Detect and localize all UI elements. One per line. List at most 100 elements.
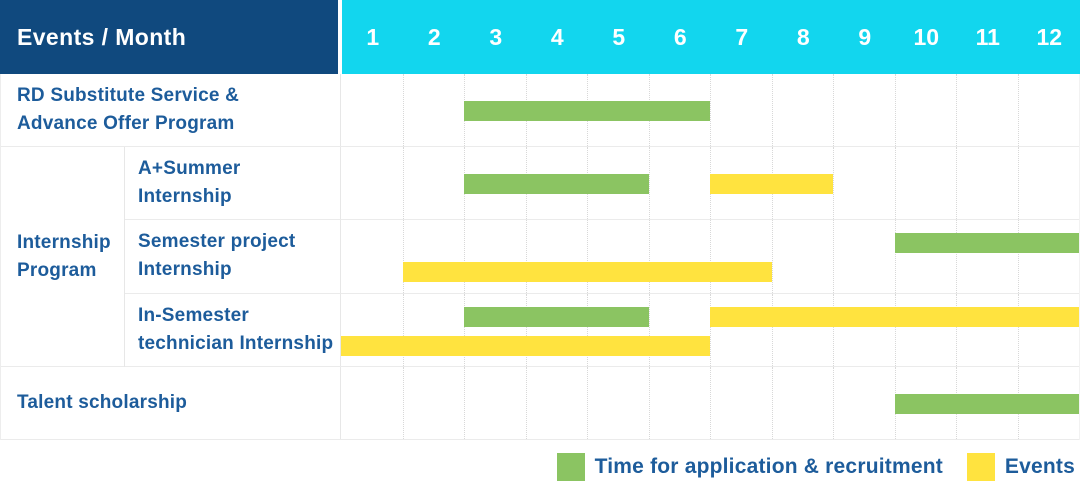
- month-gridline: [956, 147, 957, 220]
- row-label-line: Internship: [138, 186, 232, 208]
- table-row-rd-substitute: RD Substitute Service & Advance Offer Pr…: [1, 74, 1079, 148]
- row-label-line: RD Substitute Service &: [17, 85, 240, 107]
- row-label-line: A+Summer: [138, 158, 241, 180]
- month-label: 11: [975, 23, 1000, 50]
- month-label: 6: [673, 23, 687, 50]
- month-gridline: [648, 293, 650, 366]
- month-gridline: [771, 220, 773, 293]
- month-gridline: [894, 74, 896, 147]
- row-label-cell: In-Semester technician Internship: [125, 293, 341, 366]
- month-gridline: [833, 220, 834, 293]
- application-recruitment-bar: [894, 233, 1079, 254]
- legend: Time for application & recruitment Event…: [0, 440, 1080, 494]
- yellow-swatch-icon: [966, 452, 995, 481]
- row-label-cell: RD Substitute Service & Advance Offer Pr…: [1, 74, 341, 147]
- month-header-row: 1 2 3 4 5 6 7 8 9 10 11 12: [342, 0, 1080, 74]
- month-gridline: [1017, 293, 1019, 366]
- table-row-talent-scholarship: Talent scholarship: [1, 366, 1079, 440]
- row-chart-semester-project: [341, 220, 1079, 294]
- group-label-cell: Internship Program: [1, 147, 125, 367]
- event-bar: [341, 335, 710, 356]
- legend-item-events: Events: [966, 452, 1075, 481]
- month-gridline: [894, 220, 896, 293]
- row-label-line: Internship: [138, 259, 232, 281]
- month-label: 5: [612, 23, 626, 50]
- legend-label: Time for application & recruitment: [594, 454, 943, 478]
- month-gridline: [894, 147, 896, 220]
- month-label: 10: [913, 23, 940, 50]
- month-gridline: [525, 366, 527, 439]
- internship-program-group-block: Internship Program A+Summer Internship S…: [1, 147, 1079, 367]
- month-label: 12: [1036, 23, 1063, 50]
- application-recruitment-bar: [464, 306, 649, 327]
- month-gridline: [464, 366, 465, 439]
- row-chart-talent-scholarship: [341, 366, 1079, 439]
- month-gridline: [710, 293, 711, 366]
- month-gridline: [525, 293, 527, 366]
- month-gridline: [833, 74, 834, 147]
- month-label: 9: [858, 23, 872, 50]
- row-chart-in-semester-technician: [341, 293, 1079, 366]
- row-chart-a-plus-summer: [341, 147, 1079, 221]
- month-label: 7: [735, 23, 749, 50]
- row-label-line: In-Semester: [138, 304, 249, 326]
- month-label: 8: [796, 23, 810, 50]
- application-recruitment-bar: [894, 393, 1079, 414]
- events-month-gantt-table: Events / Month 1 2 3 4 5 6 7 8 9 10 11 12 RD Substi…: [0, 0, 1080, 440]
- month-gridline: [648, 147, 650, 220]
- month-gridline: [956, 220, 957, 293]
- row-label-line: Semester project: [138, 231, 296, 253]
- month-gridline: [1017, 147, 1019, 220]
- month-gridline: [402, 366, 404, 439]
- legend-item-application-recruitment: Time for application & recruitment: [556, 452, 943, 481]
- month-gridline: [771, 366, 773, 439]
- month-gridline: [833, 293, 834, 366]
- table-row-semester-project: Semester project Internship: [1, 220, 1079, 294]
- application-recruitment-bar: [464, 174, 649, 195]
- month-gridline: [402, 74, 404, 147]
- row-label-cell: Talent scholarship: [1, 366, 341, 439]
- month-gridline: [464, 220, 465, 293]
- table-row-in-semester-technician: In-Semester technician Internship: [1, 293, 1079, 367]
- month-gridline: [525, 220, 527, 293]
- month-gridline: [648, 366, 650, 439]
- month-label: 4: [550, 23, 564, 50]
- month-gridline: [710, 220, 711, 293]
- month-gridline: [402, 147, 404, 220]
- month-gridline: [587, 366, 588, 439]
- month-gridline: [464, 293, 465, 366]
- month-gridline: [710, 366, 711, 439]
- month-gridline: [648, 220, 650, 293]
- month-gridline: [710, 74, 711, 147]
- row-label-cell: Semester project Internship: [125, 220, 341, 294]
- event-bar: [710, 174, 833, 195]
- month-gridline: [402, 293, 404, 366]
- month-gridline: [771, 293, 773, 366]
- group-label: Internship Program: [17, 229, 111, 285]
- month-gridline: [894, 293, 896, 366]
- event-bar: [402, 262, 772, 283]
- row-chart-rd-substitute: [341, 74, 1079, 147]
- table-row-a-plus-summer: A+Summer Internship: [1, 147, 1079, 221]
- header-title-cell: Events / Month: [0, 0, 338, 74]
- green-swatch-icon: [556, 452, 585, 481]
- group-label-line: Internship: [17, 231, 111, 253]
- month-gridline: [1017, 220, 1019, 293]
- table-title: Events / Month: [17, 23, 187, 50]
- row-label-line: Advance Offer Program: [17, 113, 235, 135]
- month-gridline: [771, 74, 773, 147]
- table-header-row: Events / Month 1 2 3 4 5 6 7 8 9 10 11 12: [0, 0, 1080, 74]
- month-gridline: [956, 74, 957, 147]
- month-gridline: [956, 293, 957, 366]
- month-label: 2: [427, 23, 441, 50]
- month-label: 3: [489, 23, 503, 50]
- month-label: 1: [366, 23, 380, 50]
- application-recruitment-bar: [464, 101, 710, 121]
- event-bar: [710, 306, 1079, 327]
- row-label-cell: A+Summer Internship: [125, 147, 341, 221]
- row-label-line: technician Internship: [138, 332, 334, 354]
- month-gridline: [833, 147, 834, 220]
- month-gridline: [587, 220, 588, 293]
- month-gridline: [402, 220, 404, 293]
- month-gridline: [1017, 74, 1019, 147]
